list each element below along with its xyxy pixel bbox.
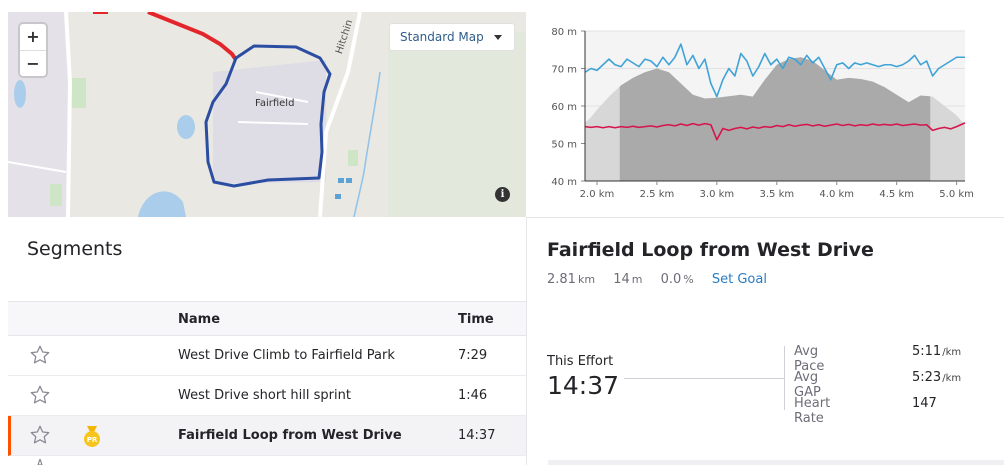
x-tick-label: 3.0 km <box>700 189 735 200</box>
pace-line <box>584 43 965 98</box>
x-tick-label: 3.5 km <box>759 189 794 200</box>
metric-label: Avg GAP <box>794 370 821 400</box>
segment-time: 1:46 <box>458 388 488 403</box>
x-tick-label: 2.5 km <box>640 189 675 200</box>
segments-title: Segments <box>27 238 123 260</box>
y-tick-label: 80 m <box>551 27 577 38</box>
effort-time: 14:37 <box>547 371 620 400</box>
panel-divider <box>526 217 527 465</box>
star-icon[interactable] <box>29 424 51 446</box>
metric-unit: /km <box>942 373 962 384</box>
info-icon[interactable]: i <box>495 187 510 202</box>
metric-unit: /km <box>942 347 962 358</box>
zoom-out-button[interactable]: − <box>20 50 46 76</box>
x-tick-label: 2.0 km <box>580 189 615 200</box>
route-map[interactable]: + − Standard Map Fairfield Hitchin i <box>8 12 526 217</box>
segment-detail-title: Fairfield Loop from West Drive <box>547 239 874 261</box>
metric-value: 5:23 <box>912 370 942 385</box>
caret-down-icon <box>493 35 502 40</box>
y-tick-label: 40 m <box>551 177 577 188</box>
star-icon-partial <box>37 459 43 465</box>
column-header-name[interactable]: Name <box>178 312 221 327</box>
set-goal-link[interactable]: Set Goal <box>711 272 767 287</box>
segments-table-header: Name Time <box>8 301 526 336</box>
y-tick-label: 60 m <box>551 102 577 113</box>
segment-grade: 0.0 <box>660 272 682 287</box>
segment-time: 14:37 <box>458 428 496 443</box>
chart-divider <box>526 217 1004 218</box>
segment-name[interactable]: West Drive Climb to Fairfield Park <box>178 348 395 363</box>
metric-label: Avg Pace <box>794 344 825 374</box>
elevation-chart[interactable]: 40 m 50 m 60 m 70 m 80 m 2.0 km 2.5 km 3.0 km 3.… <box>530 18 1004 204</box>
x-tick-label: 4.5 km <box>879 189 914 200</box>
x-tick-label: 4.0 km <box>819 189 854 200</box>
pr-medal-icon: PR <box>84 426 100 447</box>
metric-value: 147 <box>912 396 937 411</box>
elevation-area-selected <box>619 57 931 181</box>
metric-value: 5:11 <box>912 344 942 359</box>
elevation-unit: m <box>631 273 643 286</box>
y-tick-label: 70 m <box>551 65 577 76</box>
segment-name[interactable]: West Drive short hill sprint <box>178 388 351 403</box>
zoom-control: + − <box>20 24 46 76</box>
pr-badge-text: PR <box>87 436 98 444</box>
x-tick-label: 5.0 km <box>939 189 974 200</box>
metric-label: Heart Rate <box>794 396 831 426</box>
effort-label: This Effort <box>547 354 614 369</box>
segment-elevation: 14 <box>613 272 630 287</box>
column-header-time[interactable]: Time <box>458 312 494 327</box>
segment-row-selected[interactable]: PR Fairfield Loop from West Drive 14:37 <box>8 416 526 456</box>
effort-bracket-line <box>784 346 785 410</box>
distance-unit: km <box>577 273 596 286</box>
star-icon[interactable] <box>29 344 51 366</box>
segment-row[interactable]: West Drive Climb to Fairfield Park 7:29 <box>8 336 526 376</box>
bottom-strip <box>548 460 1004 465</box>
y-tick-label: 50 m <box>551 140 577 151</box>
segment-row[interactable]: West Drive short hill sprint 1:46 <box>8 376 526 416</box>
segment-name[interactable]: Fairfield Loop from West Drive <box>178 428 402 443</box>
map-type-label: Standard Map <box>400 30 484 44</box>
map-type-select[interactable]: Standard Map <box>389 23 515 51</box>
map-place-label: Fairfield <box>255 98 295 109</box>
segment-distance: 2.81 <box>547 272 576 287</box>
zoom-in-button[interactable]: + <box>26 27 40 46</box>
effort-connector-line <box>624 378 784 379</box>
star-icon[interactable] <box>29 384 51 406</box>
heart_rate-line <box>584 122 966 141</box>
segment-stats: 2.81 km 14 m 0.0% Set Goal <box>547 272 767 287</box>
segment-time: 7:29 <box>458 348 488 363</box>
segments-table: Name Time West Drive Climb to Fairfield … <box>8 301 526 456</box>
grade-unit: % <box>683 273 694 286</box>
